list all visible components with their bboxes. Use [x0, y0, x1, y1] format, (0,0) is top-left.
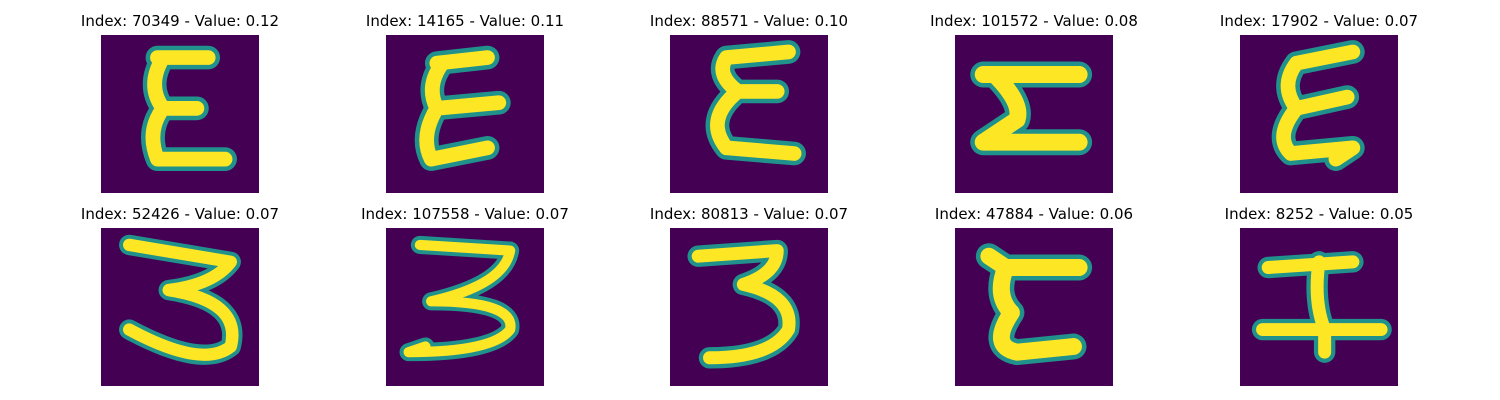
panel-title: Index: 47884 - Value: 0.06 [934, 205, 1134, 223]
panel-title: Index: 52426 - Value: 0.07 [80, 205, 280, 223]
panel-title: Index: 8252 - Value: 0.05 [1224, 205, 1414, 223]
panel-title: Index: 70349 - Value: 0.12 [80, 12, 280, 30]
panel-title: Index: 101572 - Value: 0.08 [930, 12, 1138, 30]
digit-image [670, 228, 828, 386]
glyph-c-image [975, 243, 1093, 366]
panel-title: Index: 88571 - Value: 0.10 [649, 12, 849, 30]
digit-image [386, 228, 544, 386]
glyph-three-image [119, 234, 243, 365]
digit-image [1240, 228, 1398, 386]
panel-title: Index: 17902 - Value: 0.07 [1219, 12, 1419, 30]
glyph-e-image [705, 40, 806, 166]
glyph-i-image [1251, 251, 1392, 363]
glyph-e-image [1271, 40, 1365, 171]
glyph-three-image [687, 239, 800, 369]
glyph-three-image [399, 235, 520, 362]
digit-image [101, 228, 259, 386]
digit-image [1240, 35, 1398, 193]
digit-image [101, 35, 259, 193]
glyph-e-image [414, 45, 511, 171]
digit-image [670, 35, 828, 193]
digit-image [386, 35, 544, 193]
panel-title: Index: 14165 - Value: 0.11 [365, 12, 565, 30]
glyph-sigma-image [970, 61, 1093, 156]
panel-title: Index: 107558 - Value: 0.07 [361, 205, 569, 223]
digit-image [955, 228, 1113, 386]
digit-image [955, 35, 1113, 193]
panel-title: Index: 80813 - Value: 0.07 [649, 205, 849, 223]
glyph-e-image [141, 45, 237, 171]
